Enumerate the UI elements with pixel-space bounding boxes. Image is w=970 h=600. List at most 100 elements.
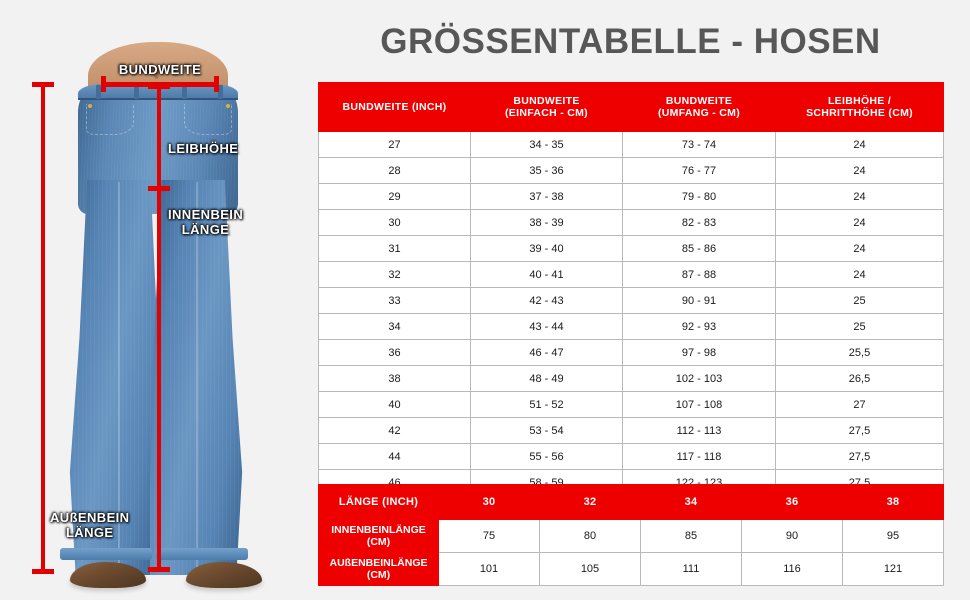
- header-line2: (EINFACH - CM): [505, 107, 588, 119]
- table-row-header: AUßENBEINLÄNGE (CM): [318, 552, 439, 586]
- table-cell: 25: [775, 313, 944, 340]
- table-cell: 24: [775, 261, 944, 288]
- table-row: 38 48 - 49 102 - 103 26,5: [318, 365, 944, 392]
- leibhoehe-label: LEIBHÖHE: [168, 141, 239, 156]
- innenbein-laenge-cap-bottom: [148, 567, 170, 572]
- table-row-header: INNENBEINLÄNGE (CM): [318, 519, 439, 553]
- table-cell: 95: [842, 519, 944, 553]
- innenbein-laenge-label-line2: LÄNGE: [181, 222, 230, 237]
- table-row: INNENBEINLÄNGE (CM) 75 80 85 90 95: [318, 519, 944, 553]
- table-cell: 32: [318, 261, 471, 288]
- table-cell: 111: [640, 552, 742, 586]
- table-cell: 25: [775, 287, 944, 314]
- innenbein-laenge-label: INNENBEIN LÄNGE: [168, 207, 243, 237]
- table-cell: 30: [318, 209, 471, 236]
- table-cell: 38: [318, 365, 471, 392]
- table-cell: 27,5: [775, 443, 944, 470]
- table-cell: 42: [318, 417, 471, 444]
- header-line1: BUNDWEITE: [513, 94, 580, 107]
- table-cell: 75: [438, 519, 540, 553]
- innenbein-laenge-label-line1: INNENBEIN: [168, 207, 244, 222]
- table-cell: 85 - 86: [622, 235, 776, 262]
- table-cell: 85: [640, 519, 742, 553]
- table-cell: 97 - 98: [622, 339, 776, 366]
- table-cell: 26,5: [775, 365, 944, 392]
- table-cell: 87 - 88: [622, 261, 776, 288]
- table-cell: 28: [318, 157, 471, 184]
- table-row: AUßENBEINLÄNGE (CM) 101 105 111 116 121: [318, 552, 944, 586]
- table-cell: 24: [775, 131, 944, 158]
- length-table-header-cell: 32: [539, 484, 641, 520]
- table-row: 34 43 - 44 92 - 93 25: [318, 313, 944, 340]
- table-cell: 40: [318, 391, 471, 418]
- jeans-pocket-left: [86, 104, 134, 135]
- table-row: 30 38 - 39 82 - 83 24: [318, 209, 944, 236]
- table-row: 29 37 - 38 79 - 80 24: [318, 183, 944, 210]
- bundweite-cap-left: [101, 76, 106, 92]
- table-cell: 24: [775, 209, 944, 236]
- belt-loop: [182, 85, 187, 99]
- belt-loop: [218, 85, 223, 99]
- table-cell: 33: [318, 287, 471, 314]
- jeans-rivet: [226, 104, 230, 108]
- jeans-hem-left: [60, 548, 152, 560]
- table-row: 42 53 - 54 112 - 113 27,5: [318, 417, 944, 444]
- table-cell: 29: [318, 183, 471, 210]
- model-navel: [154, 72, 159, 79]
- table-cell: 27: [318, 131, 471, 158]
- table-cell: 90: [741, 519, 843, 553]
- table-row: 40 51 - 52 107 - 108 27: [318, 391, 944, 418]
- belt-loop: [96, 85, 101, 99]
- jeans-hem-right: [156, 548, 248, 560]
- jeans-leg-left: [69, 180, 162, 575]
- table-cell: 73 - 74: [622, 131, 776, 158]
- waist-table-header-cell: LEIBHÖHE / SCHRITTHÖHE (CM): [775, 82, 944, 132]
- page-title: GRÖSSENTABELLE - HOSEN: [380, 22, 881, 61]
- waist-size-table: BUNDWEITE (INCH) BUNDWEITE (EINFACH - CM…: [318, 82, 944, 522]
- jeans-leg-seam-left: [118, 182, 120, 567]
- table-cell: 92 - 93: [622, 313, 776, 340]
- table-cell: 102 - 103: [622, 365, 776, 392]
- header-line2: SCHRITTHÖHE (CM): [806, 107, 913, 119]
- header-line1: BUNDWEITE: [665, 94, 733, 107]
- leibhoehe-measure-line: [157, 84, 161, 189]
- table-cell: 37 - 38: [470, 183, 623, 210]
- jeans-illustration-panel: BUNDWEITE LEIBHÖHE INNENBEIN LÄNGE AUßEN…: [0, 0, 312, 600]
- table-cell: 51 - 52: [470, 391, 623, 418]
- table-cell: 101: [438, 552, 540, 586]
- length-size-table: LÄNGE (INCH) 30 32 34 36 38 INNENBEINLÄN…: [318, 484, 944, 586]
- leibhoehe-cap-bottom: [148, 186, 170, 191]
- table-cell: 79 - 80: [622, 183, 776, 210]
- table-cell: 25,5: [775, 339, 944, 366]
- table-cell: 24: [775, 157, 944, 184]
- length-table-header-cell: 34: [640, 484, 742, 520]
- table-cell: 43 - 44: [470, 313, 623, 340]
- aussenbein-laenge-cap-top: [32, 82, 54, 87]
- table-cell: 42 - 43: [470, 287, 623, 314]
- table-cell: 44: [318, 443, 471, 470]
- table-cell: 34 - 35: [470, 131, 623, 158]
- table-cell: 116: [741, 552, 843, 586]
- row-header-line1: AUßENBEINLÄNGE: [329, 556, 428, 569]
- table-row: 33 42 - 43 90 - 91 25: [318, 287, 944, 314]
- length-table-header-cell: LÄNGE (INCH): [318, 484, 439, 520]
- row-header-line1: INNENBEINLÄNGE: [331, 523, 426, 536]
- header-line1: BUNDWEITE (INCH): [342, 100, 447, 113]
- waist-table-header-row: BUNDWEITE (INCH) BUNDWEITE (EINFACH - CM…: [318, 82, 944, 132]
- aussenbein-laenge-cap-bottom: [32, 569, 54, 574]
- row-header-line2: (CM): [366, 569, 391, 581]
- shoe-right: [186, 562, 262, 588]
- table-cell: 112 - 113: [622, 417, 776, 444]
- waist-table-header-cell: BUNDWEITE (EINFACH - CM): [470, 82, 623, 132]
- jeans-leg-seam-right: [196, 182, 198, 567]
- length-table-header-cell: 30: [438, 484, 540, 520]
- table-cell: 117 - 118: [622, 443, 776, 470]
- shoe-left: [70, 562, 146, 588]
- table-cell: 105: [539, 552, 641, 586]
- table-cell: 39 - 40: [470, 235, 623, 262]
- table-row: 44 55 - 56 117 - 118 27,5: [318, 443, 944, 470]
- aussenbein-laenge-measure-line: [41, 82, 45, 574]
- table-cell: 80: [539, 519, 641, 553]
- table-cell: 55 - 56: [470, 443, 623, 470]
- table-cell: 36: [318, 339, 471, 366]
